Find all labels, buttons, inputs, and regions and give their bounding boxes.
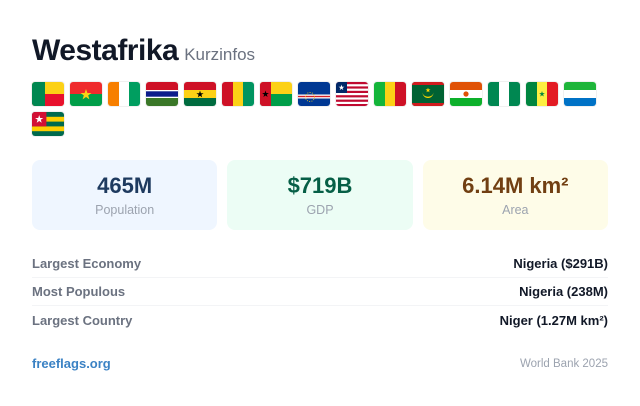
fact-value: Nigeria (238M) xyxy=(519,284,608,299)
fact-row: Most Populous Nigeria (238M) xyxy=(32,278,608,306)
header: Westafrika Kurzinfos xyxy=(32,34,608,68)
cote-divoire-flag xyxy=(108,82,140,106)
source-link[interactable]: freeflags.org xyxy=(32,356,111,371)
gdp-value: $719B xyxy=(287,173,353,198)
guinea-flag xyxy=(222,82,254,106)
nigeria-flag xyxy=(488,82,520,106)
guinea-bissau-flag xyxy=(260,82,292,106)
togo-flag xyxy=(32,112,64,136)
liberia-flag xyxy=(336,82,368,106)
data-source: World Bank 2025 xyxy=(519,357,608,370)
page-subtitle: Kurzinfos xyxy=(184,45,256,64)
area-stat: 6.14M km² Area xyxy=(422,160,608,230)
mauritania-flag xyxy=(412,82,444,106)
fact-value: Nigeria ($291B) xyxy=(513,256,608,271)
senegal-flag xyxy=(526,82,558,106)
benin-flag xyxy=(32,82,64,106)
area-label: Area xyxy=(502,203,529,217)
population-value: 465M xyxy=(97,173,153,198)
population-stat: 465M Population xyxy=(32,160,218,230)
fact-value: Niger (1.27M km²) xyxy=(499,312,608,328)
fact-label: Largest Country xyxy=(32,312,133,328)
footer: freeflags.org World Bank 2025 xyxy=(32,356,608,371)
fact-label: Most Populous xyxy=(32,284,126,299)
gdp-label: GDP xyxy=(306,203,334,217)
sierra-leone-flag xyxy=(564,82,596,106)
fact-row: Largest Country Niger (1.27M km²) xyxy=(32,306,608,334)
page-title: Westafrika xyxy=(32,34,179,67)
fact-label: Largest Economy xyxy=(32,256,142,271)
facts-list: Largest Economy Nigeria ($291B) Most Pop… xyxy=(32,250,608,334)
mali-flag xyxy=(374,82,406,106)
area-value: 6.14M km² xyxy=(462,173,569,198)
gambia-flag xyxy=(146,82,178,106)
ghana-flag xyxy=(184,82,216,106)
gdp-stat: $719B GDP xyxy=(227,160,413,230)
cape-verde-flag xyxy=(298,82,330,106)
fact-row: Largest Economy Nigeria ($291B) xyxy=(32,250,608,278)
population-label: Population xyxy=(95,203,155,217)
niger-flag xyxy=(450,82,482,106)
stats-row: 465M Population $719B GDP 6.14M km² Area xyxy=(32,160,608,230)
burkina-faso-flag xyxy=(70,82,102,106)
flag-list xyxy=(32,82,608,142)
